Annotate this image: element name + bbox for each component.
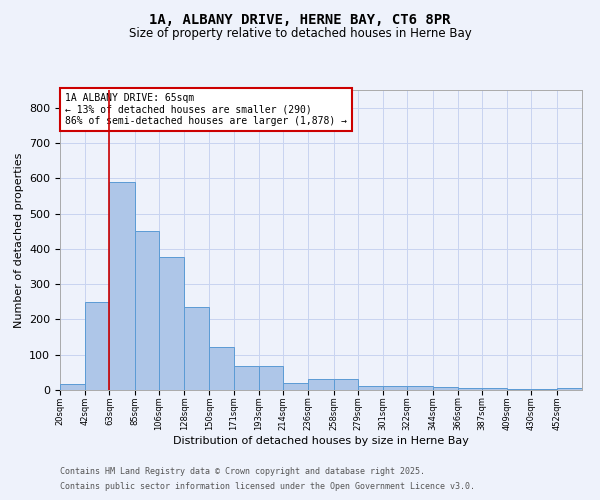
Bar [507, 389, 532, 390]
Bar [283, 383, 308, 390]
Bar [532, 389, 557, 390]
Text: Contains HM Land Registry data © Crown copyright and database right 2025.: Contains HM Land Registry data © Crown c… [60, 467, 425, 476]
Bar [482, 388, 507, 390]
X-axis label: Distribution of detached houses by size in Herne Bay: Distribution of detached houses by size … [173, 436, 469, 446]
Bar [135, 231, 159, 390]
Text: 1A ALBANY DRIVE: 65sqm
← 13% of detached houses are smaller (290)
86% of semi-de: 1A ALBANY DRIVE: 65sqm ← 13% of detached… [65, 93, 347, 126]
Bar [60, 384, 85, 390]
Bar [557, 388, 582, 390]
Bar [308, 378, 334, 390]
Bar [233, 366, 259, 390]
Bar [383, 386, 407, 390]
Text: Contains public sector information licensed under the Open Government Licence v3: Contains public sector information licen… [60, 482, 475, 491]
Y-axis label: Number of detached properties: Number of detached properties [14, 152, 23, 328]
Bar [159, 256, 184, 390]
Bar [85, 302, 109, 390]
Bar [433, 387, 458, 390]
Bar [109, 182, 135, 390]
Bar [259, 366, 283, 390]
Text: 1A, ALBANY DRIVE, HERNE BAY, CT6 8PR: 1A, ALBANY DRIVE, HERNE BAY, CT6 8PR [149, 12, 451, 26]
Bar [458, 388, 482, 390]
Text: Size of property relative to detached houses in Herne Bay: Size of property relative to detached ho… [128, 28, 472, 40]
Bar [184, 307, 209, 390]
Bar [407, 386, 433, 390]
Bar [358, 386, 383, 390]
Bar [334, 378, 358, 390]
Bar [209, 347, 233, 390]
